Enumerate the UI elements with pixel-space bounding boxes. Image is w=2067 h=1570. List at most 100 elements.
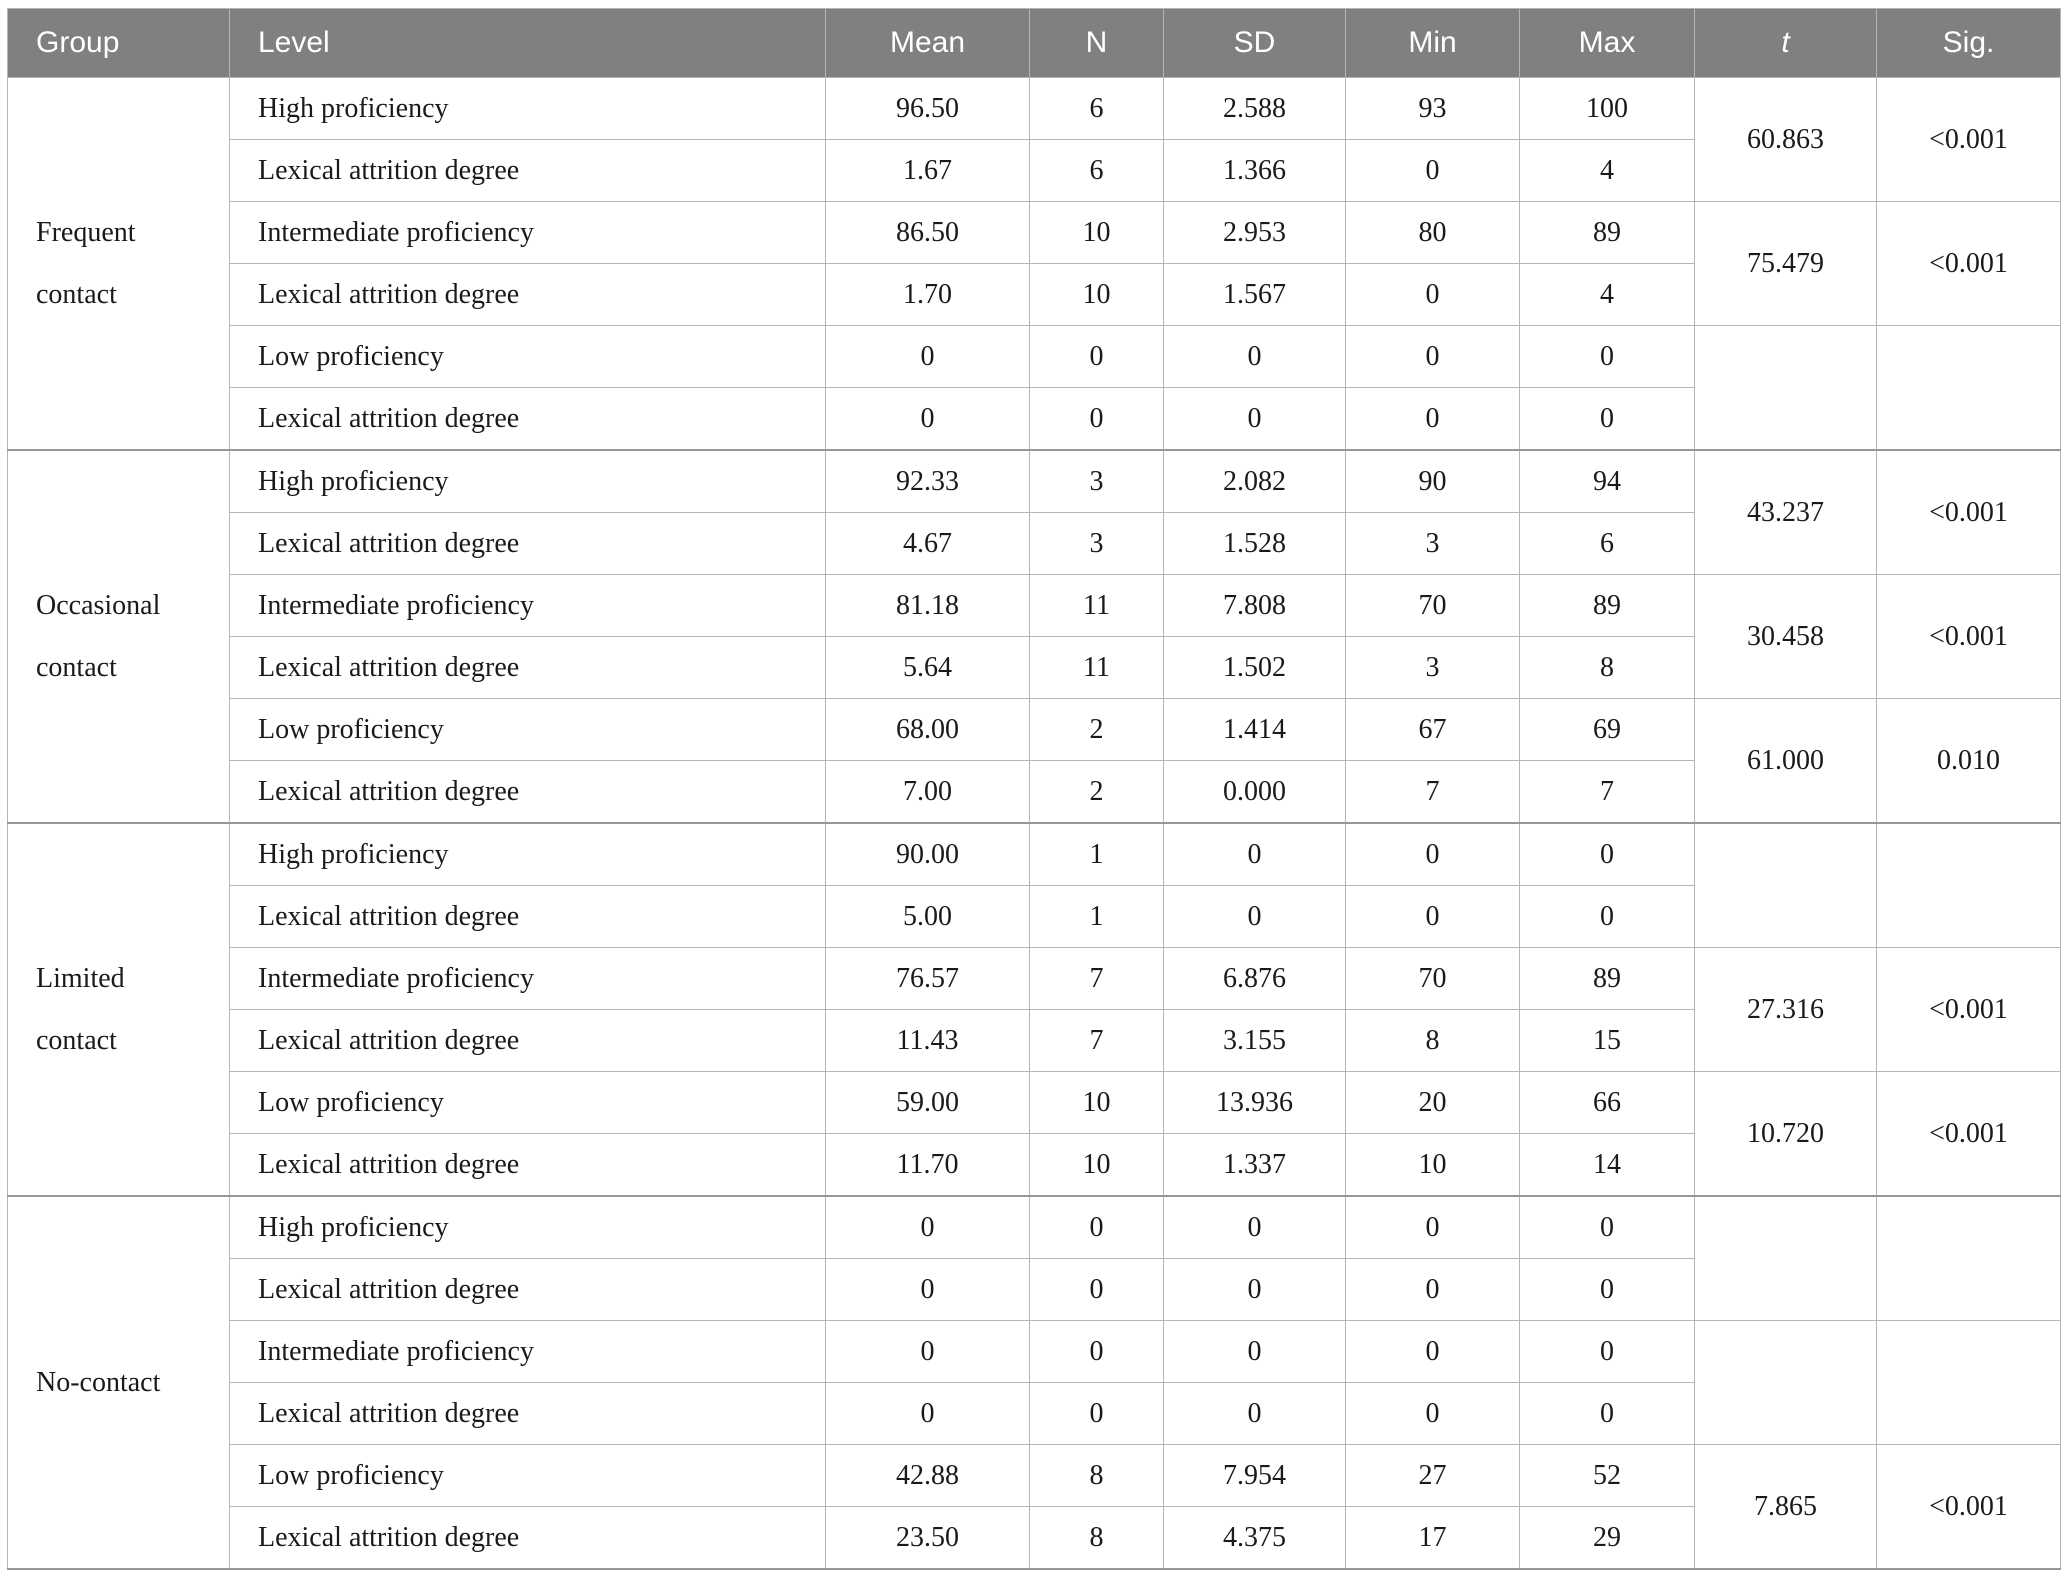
group-cell: Occasional contact [7, 449, 230, 824]
sd-cell: 1.528 [1163, 512, 1346, 575]
min-cell: 70 [1345, 574, 1520, 637]
table-row: Intermediate proficiency 0 0 0 0 0 [8, 1320, 2061, 1445]
min-cell: 80 [1345, 201, 1520, 264]
max-cell: 89 [1519, 574, 1695, 637]
min-cell: 10 [1345, 1133, 1520, 1197]
n-cell: 1 [1029, 885, 1164, 948]
mean-cell: 96.50 [825, 77, 1030, 140]
sd-cell: 7.954 [1163, 1444, 1346, 1507]
sd-cell: 3.155 [1163, 1009, 1346, 1072]
max-cell: 0 [1519, 885, 1695, 948]
sig-cell [1876, 1195, 2061, 1321]
sd-cell: 0 [1163, 387, 1346, 451]
group-cell: No-contact [7, 1195, 230, 1570]
sd-cell: 13.936 [1163, 1071, 1346, 1134]
sig-cell: <0.001 [1876, 77, 2061, 202]
sd-cell: 0 [1163, 325, 1346, 388]
sd-cell: 2.953 [1163, 201, 1346, 264]
sd-cell: 0 [1163, 1195, 1346, 1259]
mean-cell: 0 [825, 387, 1030, 451]
t-cell: 27.316 [1694, 947, 1877, 1072]
min-cell: 90 [1345, 449, 1520, 513]
level-cell: Lexical attrition degree [229, 139, 826, 202]
n-cell: 1 [1029, 822, 1164, 886]
level-cell: Lexical attrition degree [229, 387, 826, 451]
mean-cell: 7.00 [825, 760, 1030, 824]
mean-cell: 5.00 [825, 885, 1030, 948]
max-cell: 7 [1519, 760, 1695, 824]
level-cell: Low proficiency [229, 1071, 826, 1134]
n-cell: 10 [1029, 201, 1164, 264]
mean-cell: 0 [825, 1195, 1030, 1259]
level-cell: Lexical attrition degree [229, 636, 826, 699]
table-row: Lexical attrition degree 5.00 1 0 0 0 [8, 885, 2061, 948]
min-cell: 0 [1345, 139, 1520, 202]
mean-cell: 81.18 [825, 574, 1030, 637]
sig-cell: 0.010 [1876, 698, 2061, 824]
t-cell: 75.479 [1694, 201, 1877, 326]
column-header-n: N [1029, 8, 1164, 78]
min-cell: 8 [1345, 1009, 1520, 1072]
mean-cell: 5.64 [825, 636, 1030, 699]
sd-cell: 1.337 [1163, 1133, 1346, 1197]
level-cell: Lexical attrition degree [229, 1382, 826, 1445]
level-cell: Lexical attrition degree [229, 885, 826, 948]
table-row: Low proficiency 68.00 2 1.414 67 69 61.0… [8, 698, 2061, 824]
table-row: Intermediate proficiency 86.50 10 2.953 … [8, 201, 2061, 326]
max-cell: 6 [1519, 512, 1695, 575]
sig-cell [1876, 1320, 2061, 1445]
min-cell: 0 [1345, 325, 1520, 388]
n-cell: 3 [1029, 512, 1164, 575]
table-row: Low proficiency 59.00 10 13.936 20 66 10… [8, 1071, 2061, 1197]
sig-cell: <0.001 [1876, 947, 2061, 1072]
sig-cell: <0.001 [1876, 574, 2061, 699]
n-cell: 11 [1029, 636, 1164, 699]
min-cell: 67 [1345, 698, 1520, 761]
n-cell: 10 [1029, 1071, 1164, 1134]
column-header-max: Max [1519, 8, 1695, 78]
sd-cell: 0 [1163, 822, 1346, 886]
min-cell: 0 [1345, 1258, 1520, 1321]
mean-cell: 4.67 [825, 512, 1030, 575]
n-cell: 10 [1029, 1133, 1164, 1197]
level-cell: Intermediate proficiency [229, 574, 826, 637]
table-row: Lexical attrition degree 1.70 10 1.567 0… [8, 263, 2061, 326]
max-cell: 0 [1519, 1382, 1695, 1445]
sd-cell: 0.000 [1163, 760, 1346, 824]
max-cell: 0 [1519, 1320, 1695, 1383]
max-cell: 89 [1519, 947, 1695, 1010]
n-cell: 0 [1029, 1195, 1164, 1259]
t-cell [1694, 1320, 1877, 1445]
column-header-min: Min [1345, 8, 1520, 78]
table-row: Lexical attrition degree 0 0 0 0 0 [8, 1382, 2061, 1445]
min-cell: 0 [1345, 387, 1520, 451]
n-cell: 8 [1029, 1444, 1164, 1507]
table-row: Lexical attrition degree 7.00 2 0.000 7 … [8, 760, 2061, 824]
table-row: Lexical attrition degree 11.43 7 3.155 8… [8, 1009, 2061, 1072]
t-cell [1694, 325, 1877, 451]
min-cell: 0 [1345, 263, 1520, 326]
max-cell: 0 [1519, 1258, 1695, 1321]
n-cell: 0 [1029, 387, 1164, 451]
mean-cell: 59.00 [825, 1071, 1030, 1134]
sd-cell: 0 [1163, 1382, 1346, 1445]
max-cell: 8 [1519, 636, 1695, 699]
sig-cell [1876, 822, 2061, 948]
table-row: Lexical attrition degree 23.50 8 4.375 1… [8, 1506, 2061, 1570]
level-cell: Lexical attrition degree [229, 760, 826, 824]
table-row: Lexical attrition degree 4.67 3 1.528 3 … [8, 512, 2061, 575]
level-cell: Intermediate proficiency [229, 947, 826, 1010]
max-cell: 4 [1519, 263, 1695, 326]
t-cell: 30.458 [1694, 574, 1877, 699]
level-cell: Intermediate proficiency [229, 1320, 826, 1383]
min-cell: 70 [1345, 947, 1520, 1010]
n-cell: 2 [1029, 698, 1164, 761]
n-cell: 0 [1029, 1382, 1164, 1445]
max-cell: 66 [1519, 1071, 1695, 1134]
table-row: Frequent contact High proficiency 96.50 … [7, 77, 2061, 451]
max-cell: 52 [1519, 1444, 1695, 1507]
level-cell: Low proficiency [229, 1444, 826, 1507]
max-cell: 29 [1519, 1506, 1695, 1570]
level-cell: Lexical attrition degree [229, 1258, 826, 1321]
level-cell: Lexical attrition degree [229, 1133, 826, 1197]
